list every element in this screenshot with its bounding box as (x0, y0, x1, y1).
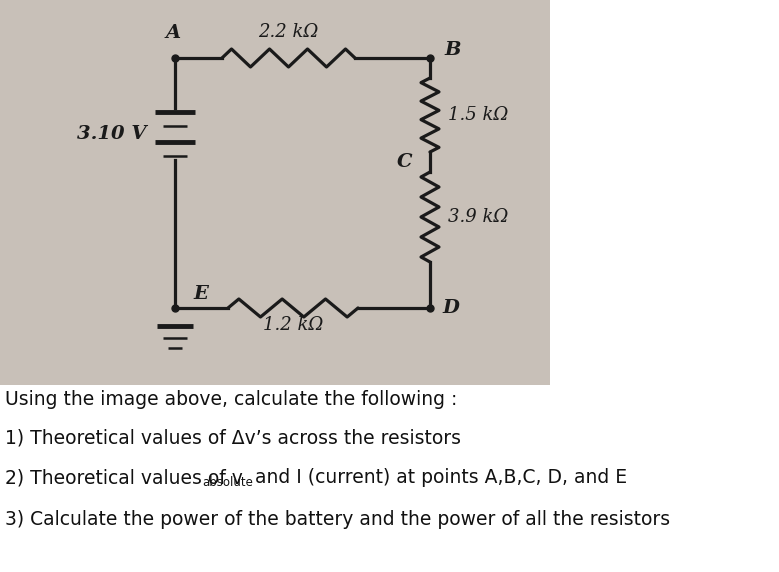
Text: 2) Theoretical values of v: 2) Theoretical values of v (5, 468, 243, 487)
Text: 1) Theoretical values of Δv’s across the resistors: 1) Theoretical values of Δv’s across the… (5, 428, 461, 447)
FancyBboxPatch shape (0, 0, 550, 385)
Text: 2.2 kΩ: 2.2 kΩ (258, 23, 318, 41)
Text: D: D (442, 299, 459, 317)
Text: Using the image above, calculate the following :: Using the image above, calculate the fol… (5, 390, 457, 409)
Text: 1.5 kΩ: 1.5 kΩ (448, 106, 508, 124)
Text: B: B (444, 41, 460, 59)
Text: A: A (165, 24, 181, 42)
Text: 3.9 kΩ: 3.9 kΩ (448, 208, 508, 226)
Text: absolute: absolute (203, 476, 253, 489)
Text: 3.10 V: 3.10 V (77, 125, 146, 143)
Text: C: C (397, 153, 412, 171)
Text: 1.2 kΩ: 1.2 kΩ (263, 316, 323, 334)
Text: E: E (193, 285, 208, 303)
Text: and I (current) at points A,B,C, D, and E: and I (current) at points A,B,C, D, and … (249, 468, 627, 487)
Text: 3) Calculate the power of the battery and the power of all the resistors: 3) Calculate the power of the battery an… (5, 510, 670, 529)
